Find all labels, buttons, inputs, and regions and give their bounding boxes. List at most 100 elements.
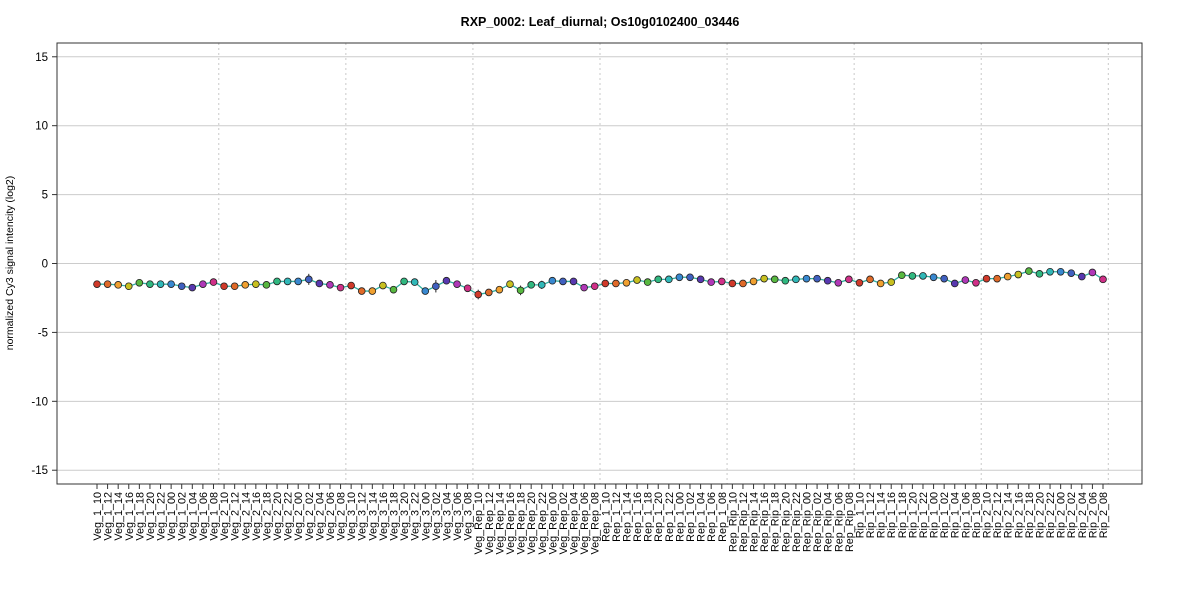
x-tick-label: Veg_1_10 [92, 492, 104, 541]
data-point [463, 284, 472, 293]
x-tick-label: Rip_1_12 [865, 492, 877, 538]
x-tick-label: Rip_2_20 [1034, 492, 1046, 538]
x-tick-label: Veg_3_16 [378, 492, 390, 541]
x-tick-label: Veg_2_20 [272, 492, 284, 541]
data-point [590, 282, 599, 291]
data-point [781, 276, 790, 285]
data-point [93, 280, 101, 288]
x-tick-label: Rep_Rip_02 [812, 492, 824, 552]
x-tick-label: Rip_2_16 [1013, 492, 1025, 538]
data-point [400, 277, 408, 286]
x-tick-label: Rep_Rip_16 [759, 492, 771, 552]
x-tick-label: Rip_1_16 [886, 492, 898, 538]
x-tick-label: Rep_1_12 [611, 492, 623, 542]
data-point [432, 282, 440, 291]
data-point [220, 282, 228, 291]
x-tick-label: Veg_3_04 [441, 492, 453, 541]
x-tick-label: Veg_3_22 [410, 492, 422, 541]
data-point [823, 276, 832, 285]
x-tick-label: Veg_Rep_10 [473, 492, 485, 554]
x-tick-label: Veg_2_18 [261, 492, 273, 541]
x-tick-label: Rip_2_06 [1087, 492, 1099, 538]
x-tick-label: Veg_1_22 [156, 492, 168, 541]
data-point [410, 278, 419, 286]
x-tick-label: Rip_1_02 [939, 492, 951, 538]
x-tick-label: Veg_3_08 [463, 492, 475, 541]
data-point [146, 280, 154, 288]
x-tick-label: Rip_1_20 [907, 492, 919, 538]
data-point [548, 276, 557, 285]
x-tick-label: Rep_Rip_00 [801, 492, 813, 552]
x-tick-label: Rep_1_20 [653, 492, 665, 542]
data-point [262, 281, 271, 289]
data-point [887, 278, 896, 286]
data-point [326, 281, 334, 289]
data-point [230, 282, 239, 291]
data-point [760, 274, 768, 283]
x-tick-label: Rep_1_08 [717, 492, 729, 542]
x-tick-label: Veg_2_12 [230, 492, 242, 541]
data-point [1014, 270, 1023, 279]
x-tick-label: Veg_2_02 [304, 492, 316, 541]
data-point [506, 280, 514, 288]
x-tick-label: Rip_2_22 [1045, 492, 1057, 538]
y-axis-label: normalized Cy3 signal intencity (log2) [4, 176, 16, 351]
x-tick-label: Veg_2_04 [314, 492, 326, 541]
data-point [654, 275, 663, 284]
x-tick-label: Rep_1_06 [706, 492, 718, 542]
x-tick-label: Veg_Rep_20 [526, 492, 538, 554]
x-tick-label: Rep_1_04 [696, 492, 708, 542]
data-point [336, 283, 345, 292]
x-tick-label: Veg_Rep_18 [516, 492, 528, 554]
x-tick-label: Rip_2_02 [1066, 492, 1078, 538]
data-point [675, 273, 684, 282]
x-tick-label: Rip_1_06 [960, 492, 972, 538]
data-point [527, 281, 535, 289]
data-point [283, 277, 292, 286]
x-tick-label: Veg_2_06 [325, 492, 337, 541]
data-point [845, 275, 853, 284]
data-point [908, 272, 917, 280]
x-tick-label: Rip_2_04 [1077, 492, 1089, 538]
data-point [940, 274, 948, 283]
data-point [665, 275, 673, 284]
x-tick-label: Rip_1_00 [929, 492, 941, 538]
x-tick-label: Rep_1_22 [664, 492, 676, 542]
x-tick-label: Rep_Rip_22 [791, 492, 803, 552]
data-point [241, 281, 250, 289]
x-tick-label: Veg_Rep_14 [494, 492, 506, 554]
data-point [347, 281, 355, 290]
x-tick-label: Veg_Rep_12 [484, 492, 496, 554]
x-tick-label: Veg_3_12 [357, 492, 369, 541]
chart-title: RXP_0002: Leaf_diurnal; Os10g0102400_034… [461, 15, 740, 29]
data-point [315, 279, 324, 288]
data-point [294, 277, 303, 286]
x-tick-label: Veg_2_10 [219, 492, 231, 541]
data-point [569, 277, 578, 286]
x-tick-label: Veg_Rep_08 [590, 492, 602, 554]
data-point [209, 278, 218, 286]
x-tick-label: Veg_2_00 [293, 492, 305, 541]
data-point [167, 280, 175, 288]
series [93, 267, 1107, 300]
data-point [389, 285, 398, 294]
data-point [813, 274, 821, 283]
data-point [770, 275, 779, 284]
x-tick-label: Veg_3_20 [399, 492, 411, 541]
data-point [792, 275, 800, 284]
data-point [199, 280, 207, 288]
data-point [1035, 270, 1044, 278]
x-tick-label: Veg_3_00 [420, 492, 432, 541]
data-point [442, 276, 451, 285]
y-tick-label: 15 [35, 52, 48, 64]
x-tick-label: Veg_Rep_16 [505, 492, 517, 554]
data-point [103, 280, 112, 288]
data-point [802, 274, 811, 283]
x-tick-label: Veg_1_04 [187, 492, 199, 541]
data-point [855, 278, 864, 287]
data-point [686, 273, 694, 282]
x-tick-label: Rip_1_10 [854, 492, 866, 538]
x-tick-label: Veg_Rep_02 [558, 492, 570, 554]
x-tick-label: Veg_Rep_06 [579, 492, 591, 554]
